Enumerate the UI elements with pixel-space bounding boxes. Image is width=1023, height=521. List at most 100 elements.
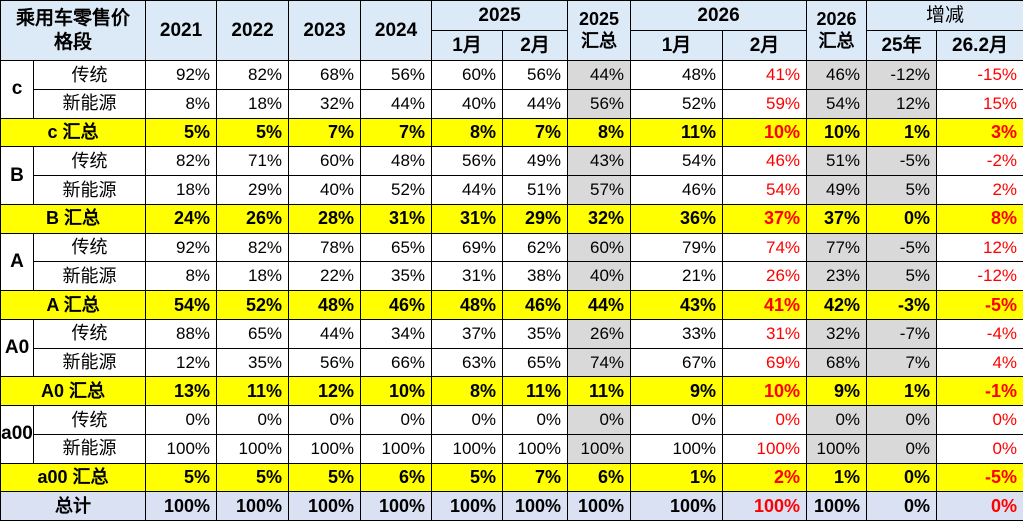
table-row: a00 传统 0% 0% 0% 0% 0% 0% 0% 0% 0% 0% 0% 0% bbox=[0, 405, 1023, 464]
value-cell: 24% bbox=[145, 203, 218, 234]
row-type-label: 新能源 bbox=[32, 88, 147, 119]
value-cell: 36% bbox=[630, 203, 724, 234]
value-cell: 8% bbox=[431, 376, 504, 406]
value-cell: 43% bbox=[567, 146, 632, 176]
value-cell: 51% bbox=[502, 175, 569, 205]
value-cell: 7% bbox=[866, 347, 938, 378]
value-cell: 37% bbox=[806, 203, 868, 234]
value-cell: 0% bbox=[288, 405, 362, 435]
value-cell: 71% bbox=[216, 146, 290, 176]
value-cell: 18% bbox=[216, 261, 290, 291]
value-cell: 100% bbox=[502, 491, 569, 521]
value-cell: 0% bbox=[936, 433, 1023, 464]
value-cell: 26% bbox=[216, 203, 290, 234]
value-cell: 100% bbox=[431, 433, 504, 464]
value-cell: 1% bbox=[866, 117, 938, 148]
value-cell: 35% bbox=[360, 261, 433, 291]
value-cell: 5% bbox=[145, 117, 218, 148]
value-cell: 52% bbox=[360, 175, 433, 205]
value-cell: 92% bbox=[145, 232, 218, 263]
value-cell: 46% bbox=[360, 290, 433, 320]
value-cell: 0% bbox=[866, 433, 938, 464]
value-cell: 46% bbox=[630, 175, 724, 205]
value-cell: -7% bbox=[866, 318, 938, 349]
value-cell: 54% bbox=[145, 290, 218, 320]
value-cell: 100% bbox=[145, 491, 218, 521]
value-cell: 13% bbox=[145, 376, 218, 406]
subtotal-row: B 汇总 24% 26% 28% 31% 31% 29% 32% 36% 37% 37% 0% 8% bbox=[0, 203, 1023, 234]
subtotal-row: a00 汇总 5% 5% 5% 6% 5% 7% 6% 1% 2% 1% 0% -5% bbox=[0, 462, 1023, 493]
value-cell: 7% bbox=[502, 462, 569, 493]
segment-label: A0 bbox=[0, 318, 34, 378]
value-cell: 42% bbox=[806, 290, 868, 320]
subtotal-label: a00 汇总 bbox=[0, 462, 147, 493]
value-cell: 49% bbox=[806, 175, 868, 205]
value-cell: 11% bbox=[630, 117, 724, 148]
segment-label: c bbox=[0, 60, 34, 119]
value-cell: 32% bbox=[806, 318, 868, 349]
value-cell: -3% bbox=[866, 290, 938, 320]
value-cell: 26% bbox=[567, 318, 632, 349]
value-cell: 60% bbox=[567, 232, 632, 263]
value-cell: 0% bbox=[866, 405, 938, 435]
value-cell: 12% bbox=[866, 88, 938, 119]
value-cell: 56% bbox=[288, 347, 362, 378]
value-cell: 1% bbox=[866, 376, 938, 406]
value-cell: 5% bbox=[216, 462, 290, 493]
value-cell: 100% bbox=[145, 433, 218, 464]
value-cell: 59% bbox=[722, 88, 808, 119]
value-cell: -12% bbox=[936, 261, 1023, 291]
subtotal-label: c 汇总 bbox=[0, 117, 147, 148]
value-cell: 44% bbox=[502, 88, 569, 119]
value-cell: 41% bbox=[722, 60, 808, 90]
row-type-label: 传统 bbox=[32, 405, 147, 435]
value-cell: 11% bbox=[502, 376, 569, 406]
table-title: 乘用车零售价格段 bbox=[0, 0, 147, 61]
value-cell: 67% bbox=[630, 347, 724, 378]
subtotal-label: A0 汇总 bbox=[0, 376, 147, 406]
value-cell: 11% bbox=[216, 376, 290, 406]
value-cell: -5% bbox=[866, 146, 938, 176]
value-cell: 68% bbox=[288, 60, 362, 90]
col-header-2026-feb: 2月 bbox=[722, 30, 808, 61]
value-cell: 0% bbox=[866, 203, 938, 234]
value-cell: 52% bbox=[216, 290, 290, 320]
value-cell: 23% bbox=[806, 261, 868, 291]
value-cell: 0% bbox=[936, 405, 1023, 435]
value-cell: 66% bbox=[360, 347, 433, 378]
value-cell: 46% bbox=[806, 60, 868, 90]
value-cell: 0% bbox=[360, 405, 433, 435]
col-header-2025-total: 2025 汇总 bbox=[567, 0, 632, 61]
value-cell: 0% bbox=[722, 405, 808, 435]
col-group-2026: 2026 bbox=[630, 0, 808, 31]
value-cell: 63% bbox=[431, 347, 504, 378]
value-cell: 46% bbox=[722, 146, 808, 176]
value-cell: 22% bbox=[288, 261, 362, 291]
table-header: 乘用车零售价格段 2021 2022 2023 2024 2025 2025 汇… bbox=[0, 0, 1023, 61]
value-cell: 5% bbox=[145, 462, 218, 493]
value-cell: 31% bbox=[360, 203, 433, 234]
value-cell: 0% bbox=[145, 405, 218, 435]
segment-label: A bbox=[0, 232, 34, 291]
value-cell: 44% bbox=[567, 290, 632, 320]
value-cell: 49% bbox=[502, 146, 569, 176]
value-cell: 10% bbox=[722, 376, 808, 406]
value-cell: 37% bbox=[431, 318, 504, 349]
value-cell: 100% bbox=[567, 433, 632, 464]
value-cell: 26% bbox=[722, 261, 808, 291]
value-cell: 56% bbox=[502, 60, 569, 90]
grand-total-row: 总计 100% 100% 100% 100% 100% 100% 100% 100% 100% 10… bbox=[0, 491, 1023, 521]
value-cell: 10% bbox=[806, 117, 868, 148]
value-cell: 12% bbox=[936, 232, 1023, 263]
value-cell: -5% bbox=[936, 462, 1023, 493]
value-cell: 0% bbox=[502, 405, 569, 435]
value-cell: 69% bbox=[722, 347, 808, 378]
value-cell: 18% bbox=[145, 175, 218, 205]
col-header-change-25: 25年 bbox=[866, 30, 938, 61]
value-cell: 40% bbox=[567, 261, 632, 291]
value-cell: 3% bbox=[936, 117, 1023, 148]
value-cell: 0% bbox=[866, 462, 938, 493]
value-cell: 5% bbox=[866, 175, 938, 205]
value-cell: 1% bbox=[630, 462, 724, 493]
row-type-label: 新能源 bbox=[32, 261, 147, 291]
